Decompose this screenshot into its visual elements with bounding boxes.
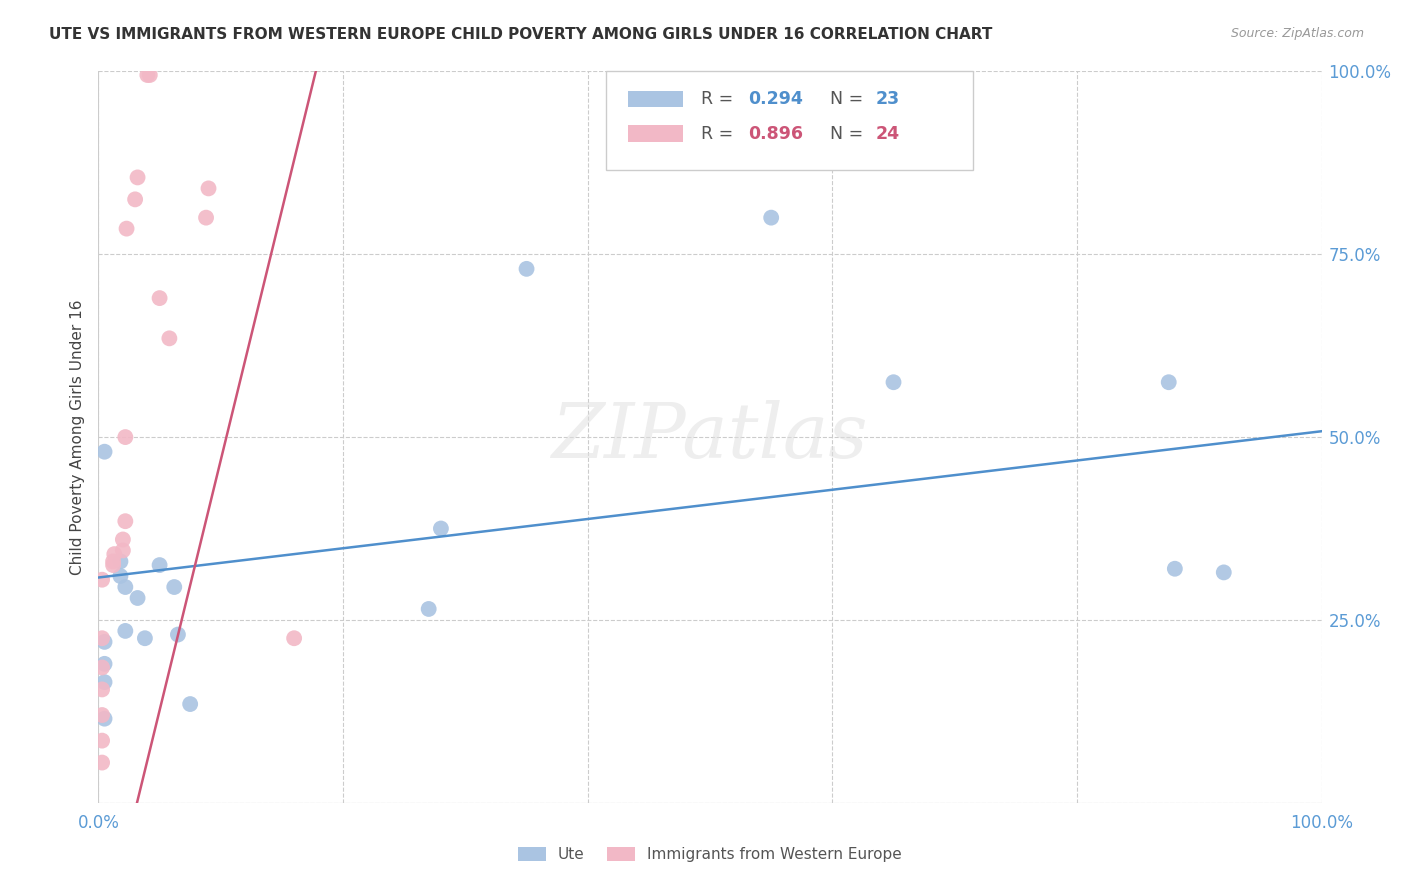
Point xyxy=(110,569,132,583)
Point xyxy=(91,733,114,747)
Point xyxy=(91,682,114,697)
FancyBboxPatch shape xyxy=(628,91,683,107)
Point xyxy=(101,558,124,573)
Point xyxy=(1157,376,1180,390)
Text: R =: R = xyxy=(702,90,740,108)
Point xyxy=(149,558,172,573)
Point xyxy=(114,580,136,594)
Point xyxy=(103,547,125,561)
Point xyxy=(195,211,218,225)
Point xyxy=(115,221,138,235)
Point xyxy=(111,543,134,558)
Text: N =: N = xyxy=(830,90,869,108)
Point xyxy=(124,193,146,207)
Text: 23: 23 xyxy=(875,90,900,108)
Point xyxy=(93,712,115,726)
Point xyxy=(91,573,114,587)
Text: ZIPatlas: ZIPatlas xyxy=(551,401,869,474)
Point xyxy=(761,211,783,225)
Point xyxy=(167,627,190,641)
Text: 0.896: 0.896 xyxy=(748,125,803,143)
Text: N =: N = xyxy=(830,125,869,143)
Point xyxy=(110,554,132,568)
Point xyxy=(101,554,124,568)
Point xyxy=(114,430,136,444)
Point xyxy=(283,632,305,646)
FancyBboxPatch shape xyxy=(628,126,683,142)
Text: UTE VS IMMIGRANTS FROM WESTERN EUROPE CHILD POVERTY AMONG GIRLS UNDER 16 CORRELA: UTE VS IMMIGRANTS FROM WESTERN EUROPE CH… xyxy=(49,27,993,42)
Y-axis label: Child Poverty Among Girls Under 16: Child Poverty Among Girls Under 16 xyxy=(69,300,84,574)
Text: R =: R = xyxy=(702,125,740,143)
Point xyxy=(114,514,136,528)
Point xyxy=(149,291,172,305)
Legend: Ute, Immigrants from Western Europe: Ute, Immigrants from Western Europe xyxy=(512,841,908,868)
Point xyxy=(91,660,114,674)
Point xyxy=(515,261,537,276)
Point xyxy=(430,521,453,535)
Point xyxy=(93,675,115,690)
Point xyxy=(91,708,114,723)
Point xyxy=(93,444,115,458)
Point xyxy=(1212,566,1234,580)
Point xyxy=(114,624,136,638)
Point xyxy=(1164,562,1187,576)
Point xyxy=(111,533,134,547)
Point xyxy=(139,68,162,82)
Point xyxy=(134,632,156,646)
Point xyxy=(418,602,440,616)
Text: 24: 24 xyxy=(875,125,900,143)
Text: 0.294: 0.294 xyxy=(748,90,803,108)
Point xyxy=(93,635,115,649)
Point xyxy=(93,657,115,671)
Point xyxy=(136,68,159,82)
Point xyxy=(127,170,149,185)
Point xyxy=(179,697,201,711)
FancyBboxPatch shape xyxy=(606,71,973,170)
Text: Source: ZipAtlas.com: Source: ZipAtlas.com xyxy=(1230,27,1364,40)
Point xyxy=(163,580,186,594)
Point xyxy=(91,632,114,646)
Point xyxy=(157,331,180,345)
Point xyxy=(127,591,149,605)
Point xyxy=(197,181,219,195)
Point xyxy=(91,756,114,770)
Point xyxy=(883,376,905,390)
